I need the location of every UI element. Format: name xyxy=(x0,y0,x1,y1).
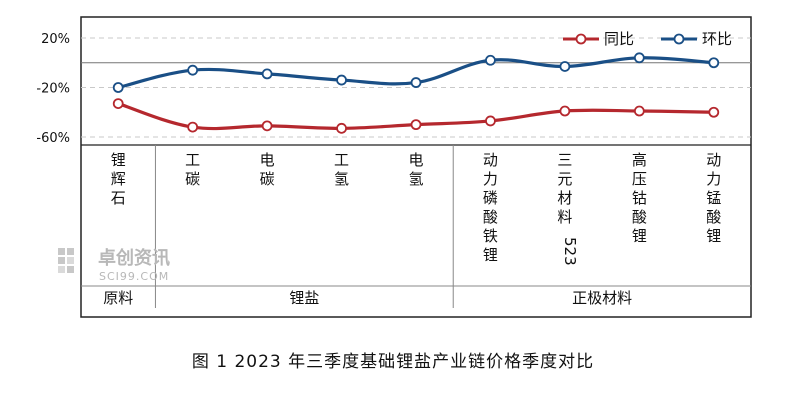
category-labels: 锂辉石 工碳 电碳 工氢 电氢 动力磷酸铁锂 三元材料 523 高压钴酸锂 动力锰酸锂 xyxy=(111,151,722,266)
data-point xyxy=(336,122,347,134)
legend-marker xyxy=(673,33,685,45)
data-point xyxy=(187,121,199,133)
data-point xyxy=(187,64,199,76)
watermark-logo xyxy=(67,266,74,273)
group-label: 原料 xyxy=(103,289,133,307)
watermark-name: 卓创资讯 xyxy=(98,247,170,269)
figure-caption: 图 1 2023 年三季度基础锂盐产业链价格季度对比 xyxy=(192,352,594,372)
category-label: 工氢 xyxy=(334,151,349,188)
category-label: 动力磷酸铁锂 xyxy=(483,151,498,264)
data-point xyxy=(633,52,645,64)
data-point xyxy=(261,68,273,80)
data-point xyxy=(485,54,496,66)
data-point xyxy=(410,119,422,131)
data-point xyxy=(336,74,347,86)
watermark: 卓创资讯 SCI99.COM xyxy=(58,247,170,283)
category-label: 工碳 xyxy=(185,151,200,188)
data-point xyxy=(261,120,273,132)
category-dividers xyxy=(154,145,454,308)
group-labels: 原料 锂盐 正极材料 xyxy=(103,289,632,307)
data-point xyxy=(112,98,124,109)
watermark-logo xyxy=(58,257,65,264)
data-point xyxy=(708,106,720,118)
category-label: 锂辉石 xyxy=(111,151,126,207)
y-tick-label: 20% xyxy=(41,32,70,47)
chart-frame xyxy=(80,16,752,318)
category-label: 高压钴酸锂 xyxy=(632,151,647,245)
data-point xyxy=(559,105,571,117)
data-point xyxy=(633,105,645,117)
data-point xyxy=(708,57,720,69)
watermark-logo xyxy=(67,248,74,255)
watermark-logo xyxy=(58,248,65,255)
data-point xyxy=(559,61,571,72)
legend-label: 同比 xyxy=(604,30,634,48)
watermark-url: SCI99.COM xyxy=(99,270,169,283)
group-label: 正极材料 xyxy=(572,289,632,307)
category-label: 电氢 xyxy=(408,151,423,188)
watermark-logo xyxy=(58,266,65,273)
legend-marker xyxy=(575,33,587,45)
category-label-digits: 523 xyxy=(561,237,579,266)
legend-label: 环比 xyxy=(702,30,732,48)
category-label: 动力锰酸锂 xyxy=(706,151,721,245)
y-axis: 20% -20% -60% xyxy=(36,32,70,146)
category-label: 三元材料 xyxy=(557,151,572,226)
category-label: 电碳 xyxy=(260,151,275,188)
data-point xyxy=(485,115,496,127)
watermark-logo xyxy=(67,257,74,264)
y-tick-label: -20% xyxy=(36,82,70,97)
series-lines xyxy=(112,52,720,134)
y-tick-label: -60% xyxy=(36,131,70,146)
data-point xyxy=(410,77,422,88)
group-label: 锂盐 xyxy=(289,289,319,307)
legend: 同比 环比 xyxy=(563,30,732,48)
data-point xyxy=(112,82,124,93)
